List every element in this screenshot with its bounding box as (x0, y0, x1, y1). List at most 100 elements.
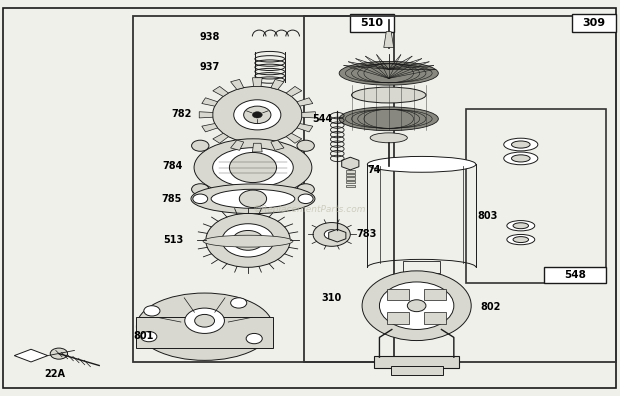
Polygon shape (231, 79, 244, 89)
Text: 784: 784 (162, 161, 183, 171)
Bar (374, 356, 459, 368)
Bar (572, 14, 616, 32)
Circle shape (362, 271, 471, 341)
Polygon shape (14, 349, 48, 362)
Polygon shape (286, 133, 302, 143)
Circle shape (407, 300, 426, 312)
Circle shape (192, 140, 209, 151)
Circle shape (252, 112, 262, 118)
Circle shape (185, 308, 224, 333)
Circle shape (222, 224, 274, 257)
Ellipse shape (136, 293, 273, 360)
Text: 783: 783 (356, 229, 376, 240)
Circle shape (229, 152, 277, 183)
Text: 310: 310 (322, 293, 342, 303)
Ellipse shape (339, 107, 438, 131)
Polygon shape (213, 86, 229, 97)
Text: 544: 544 (312, 114, 333, 124)
Circle shape (232, 230, 264, 250)
Bar (350, 14, 394, 32)
Circle shape (242, 236, 254, 244)
Text: 802: 802 (480, 302, 501, 312)
Ellipse shape (513, 223, 528, 229)
Circle shape (206, 213, 290, 267)
Bar (133, 16, 394, 362)
Circle shape (297, 184, 314, 195)
Text: 309: 309 (582, 17, 606, 28)
Bar (403, 261, 440, 273)
Circle shape (213, 86, 302, 143)
Polygon shape (271, 140, 284, 150)
Circle shape (313, 223, 350, 246)
Bar (387, 312, 409, 324)
Polygon shape (329, 229, 346, 242)
Bar (346, 177, 355, 180)
Circle shape (324, 230, 339, 239)
Bar (304, 16, 616, 362)
Ellipse shape (339, 61, 438, 85)
Text: 938: 938 (200, 32, 220, 42)
Bar (136, 317, 273, 348)
Polygon shape (202, 124, 218, 132)
Ellipse shape (370, 133, 407, 143)
Ellipse shape (191, 184, 315, 214)
Circle shape (231, 298, 247, 308)
Bar (346, 185, 355, 187)
Ellipse shape (503, 152, 538, 165)
Text: 782: 782 (172, 109, 192, 119)
Circle shape (234, 100, 281, 130)
Circle shape (298, 194, 313, 204)
Circle shape (144, 306, 160, 316)
Circle shape (192, 184, 209, 195)
Polygon shape (286, 86, 302, 97)
Bar (391, 366, 443, 375)
Polygon shape (297, 98, 313, 106)
Polygon shape (297, 124, 313, 132)
Text: 22A: 22A (44, 369, 65, 379)
Polygon shape (384, 32, 394, 48)
Bar (346, 181, 355, 183)
Bar (424, 312, 446, 324)
Polygon shape (252, 143, 262, 152)
Bar (136, 317, 273, 348)
Bar (544, 267, 606, 283)
Circle shape (379, 282, 454, 329)
Polygon shape (213, 133, 229, 143)
Circle shape (244, 106, 271, 124)
Polygon shape (202, 98, 218, 106)
Bar (387, 289, 409, 300)
Circle shape (50, 348, 68, 359)
Ellipse shape (507, 221, 534, 231)
Ellipse shape (194, 139, 312, 196)
Polygon shape (302, 112, 316, 118)
Text: 803: 803 (477, 211, 498, 221)
Ellipse shape (507, 234, 534, 245)
Text: 785: 785 (161, 194, 182, 204)
Ellipse shape (211, 189, 295, 208)
Text: ©ReplacementParts.com: ©ReplacementParts.com (253, 206, 367, 214)
Polygon shape (199, 112, 213, 118)
Ellipse shape (213, 148, 293, 187)
Bar (424, 289, 446, 300)
Text: 801: 801 (133, 331, 154, 341)
Ellipse shape (352, 87, 426, 103)
Bar (346, 170, 355, 173)
Bar (346, 174, 355, 176)
Ellipse shape (512, 155, 530, 162)
Bar (466, 109, 606, 283)
Polygon shape (252, 78, 262, 86)
Ellipse shape (203, 235, 293, 247)
Circle shape (246, 333, 262, 344)
Text: 548: 548 (564, 270, 587, 280)
Polygon shape (342, 157, 359, 170)
Polygon shape (271, 79, 284, 89)
Circle shape (195, 314, 215, 327)
Text: 937: 937 (200, 61, 220, 72)
Text: 513: 513 (163, 235, 184, 246)
Ellipse shape (512, 141, 530, 148)
Ellipse shape (503, 138, 538, 151)
Polygon shape (231, 140, 244, 150)
Ellipse shape (513, 236, 528, 242)
Circle shape (141, 331, 157, 342)
Circle shape (239, 190, 267, 208)
